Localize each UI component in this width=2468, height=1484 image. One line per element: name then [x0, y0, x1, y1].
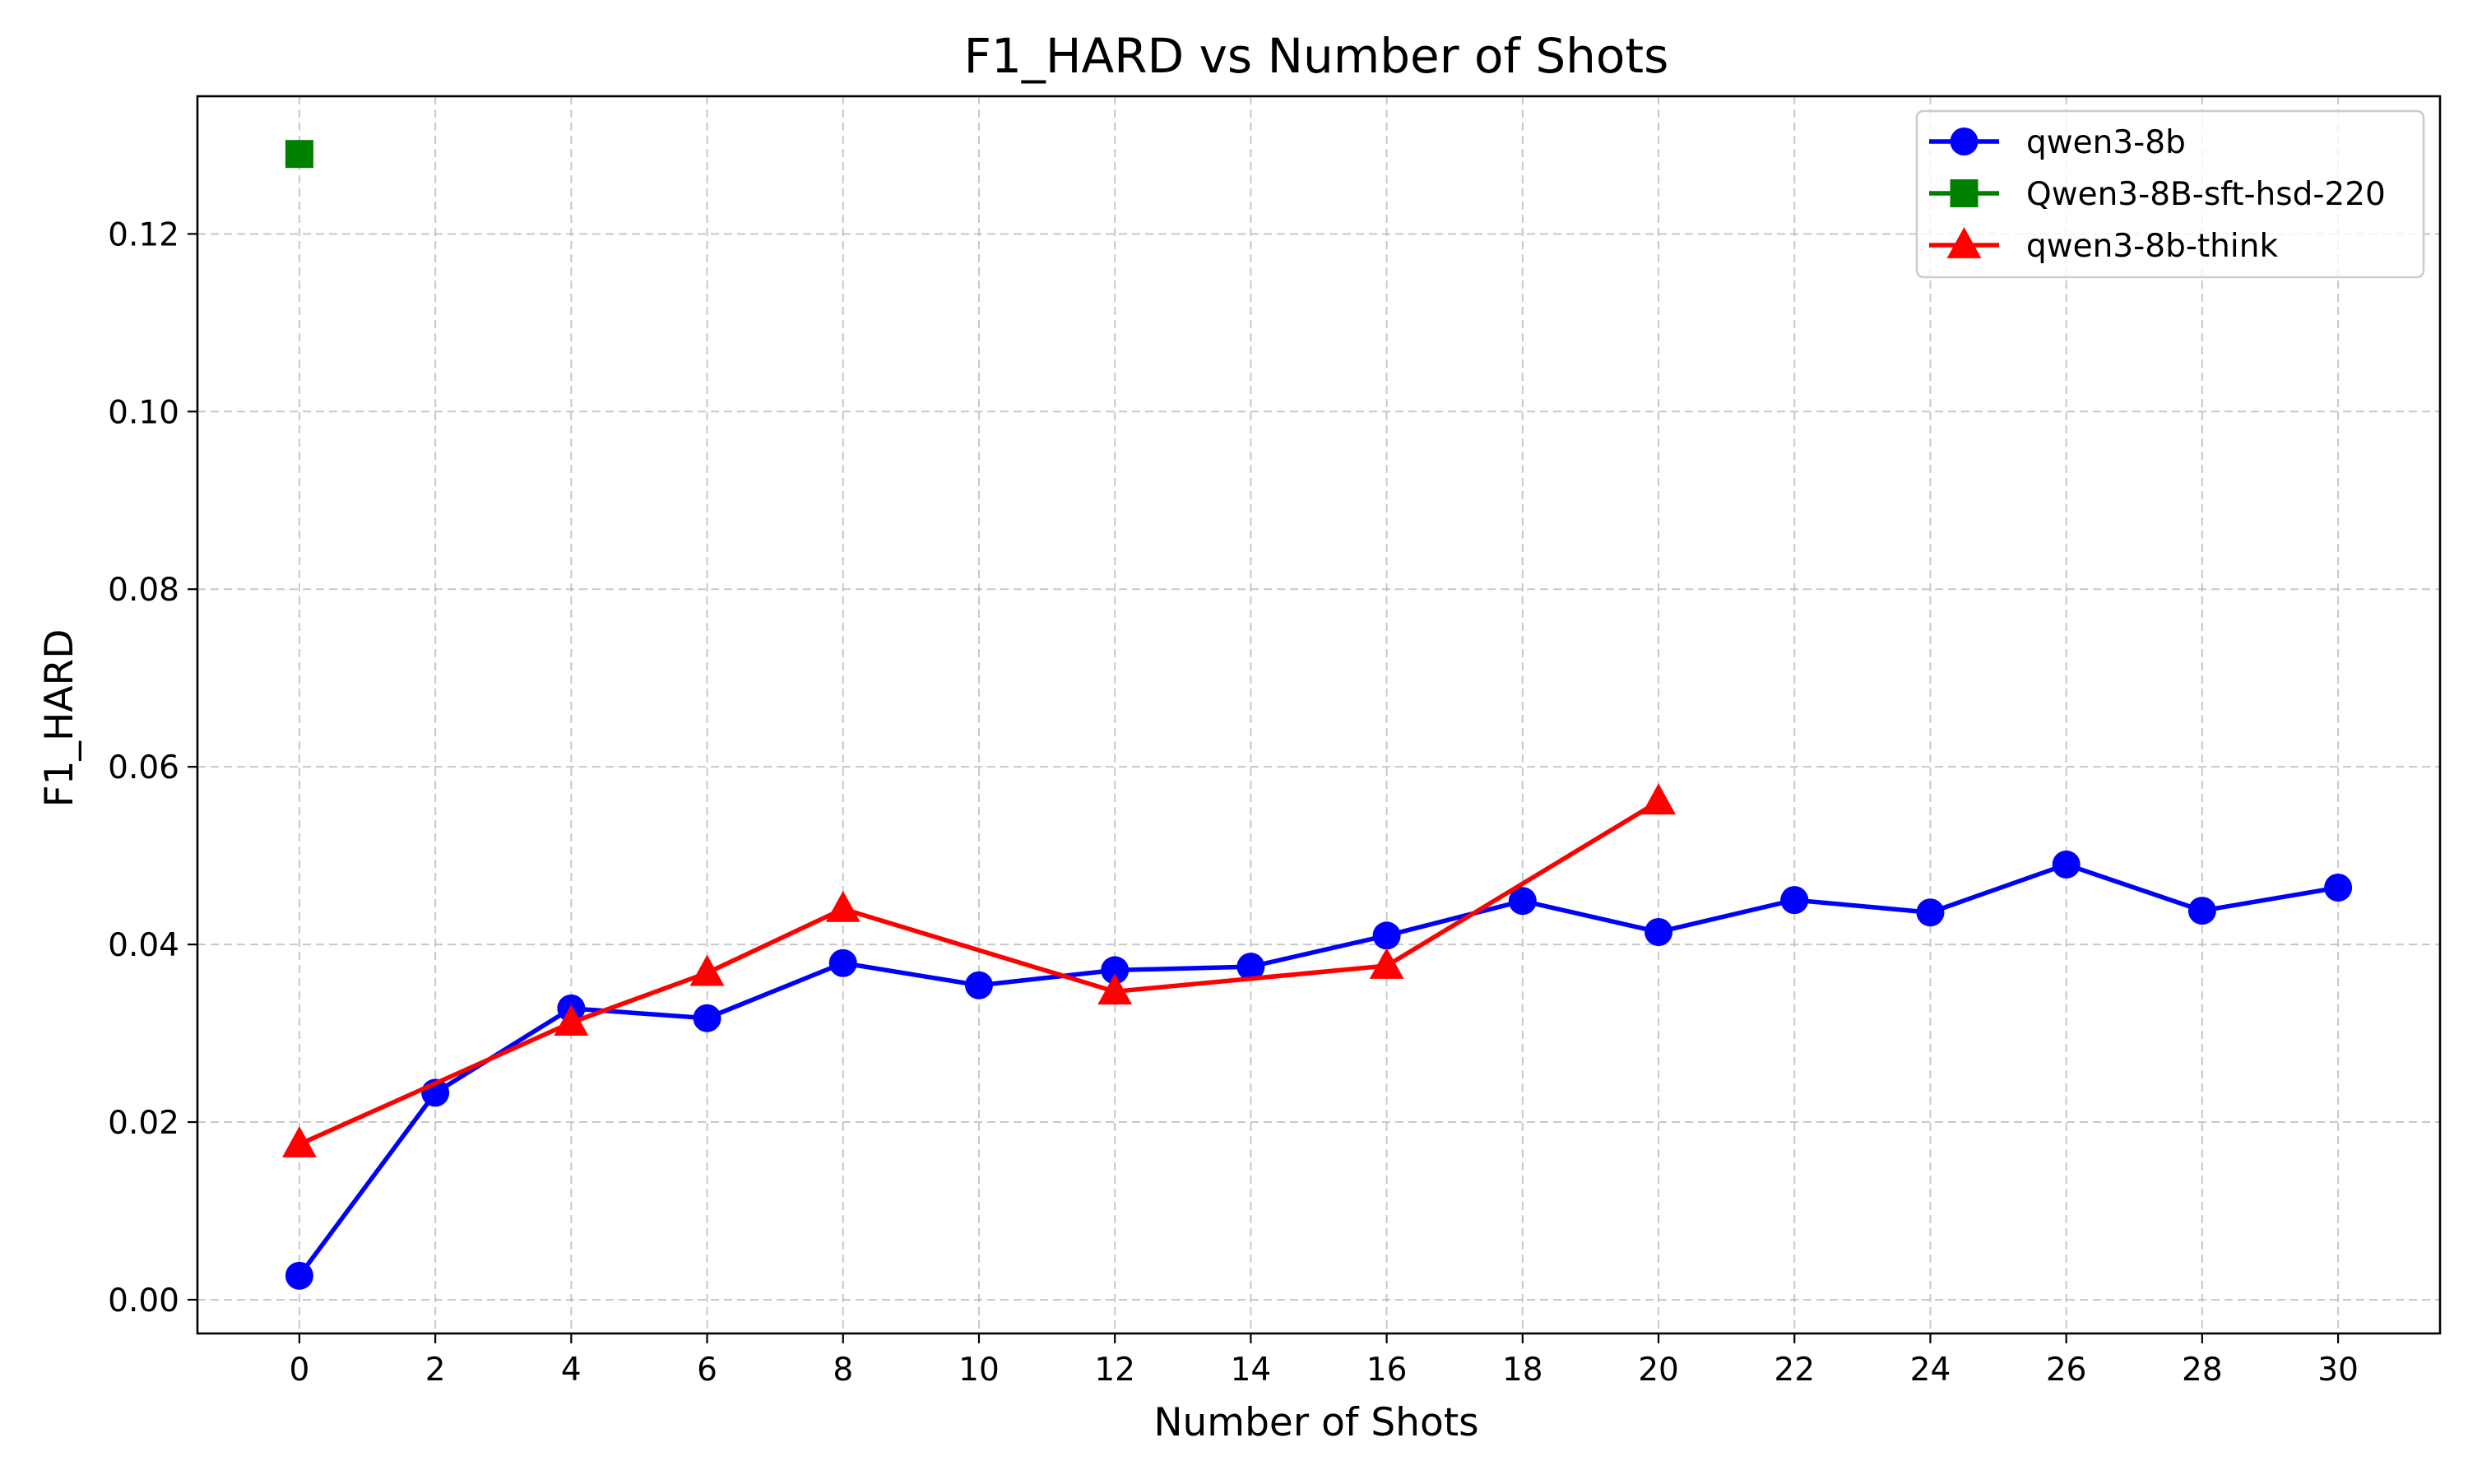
data-point-qwen3-8b-think	[282, 1126, 317, 1157]
x-tick-label: 14	[1231, 1352, 1272, 1389]
ticks: 0 2 4 6 8 10 12 14 16 18 20 22 24 26 28 300.000.020.040…	[108, 216, 2359, 1389]
grid	[197, 96, 2440, 1333]
legend-item-qwen3-8b-think: qwen3-8b-think	[1929, 227, 2278, 265]
chart-title: F1_HARD vs Number of Shots	[964, 28, 1669, 84]
data-point-qwen3-8b-sft-hsd-220	[285, 140, 313, 169]
legend-item-qwen3-8b: qwen3-8b	[1929, 124, 2186, 161]
y-tick-label: 0.08	[108, 572, 179, 609]
data-point-qwen3-8b	[1508, 887, 1537, 916]
data-point-qwen3-8b	[2187, 897, 2216, 925]
x-tick-label: 26	[2046, 1352, 2087, 1389]
x-tick-label: 18	[1502, 1352, 1543, 1389]
data-point-qwen3-8b-think	[1369, 948, 1404, 979]
legend-label: qwen3-8b-think	[2026, 228, 2278, 265]
data-point-qwen3-8b-think	[1641, 783, 1676, 815]
data-point-qwen3-8b	[1645, 917, 1673, 946]
x-tick-label: 22	[1774, 1352, 1815, 1389]
data-point-qwen3-8b	[2324, 873, 2353, 902]
legend-marker	[1950, 179, 1979, 207]
x-tick-label: 24	[1910, 1352, 1951, 1389]
x-tick-label: 20	[1638, 1352, 1679, 1389]
legend-label: qwen3-8b	[2026, 124, 2186, 161]
data-point-qwen3-8b-think	[825, 890, 861, 922]
y-tick-label: 0.02	[108, 1105, 179, 1142]
x-tick-label: 8	[833, 1352, 853, 1389]
y-axis-label: F1_HARD	[37, 629, 82, 808]
data-point-qwen3-8b	[285, 1261, 313, 1290]
legend-label: Qwen3-8B-sft-hsd-220	[2026, 176, 2386, 213]
y-tick-label: 0.00	[108, 1282, 179, 1319]
data-point-qwen3-8b	[1916, 898, 1945, 927]
data-point-qwen3-8b	[1101, 956, 1130, 985]
legend: qwen3-8b Qwen3-8B-sft-hsd-220 qwen3-8b-thi…	[1915, 109, 2425, 279]
x-tick-label: 28	[2182, 1352, 2223, 1389]
y-tick-label: 0.10	[108, 394, 179, 431]
data-point-qwen3-8b	[964, 971, 993, 999]
legend-marker	[1946, 227, 1982, 258]
x-tick-label: 16	[1366, 1352, 1408, 1389]
x-tick-label: 0	[289, 1352, 309, 1389]
data-point-qwen3-8b	[1780, 886, 1809, 915]
data-point-qwen3-8b	[1372, 921, 1401, 950]
series-qwen3-8b-think	[282, 783, 1676, 1157]
legend-item-qwen3-8b-sft-hsd-220: Qwen3-8B-sft-hsd-220	[1929, 176, 2386, 213]
series-line-qwen3-8b	[297, 862, 2339, 1278]
x-tick-label: 6	[697, 1352, 717, 1389]
x-tick-label: 2	[425, 1352, 446, 1389]
legend-marker	[1950, 128, 1979, 155]
series-layer	[282, 140, 2353, 1290]
x-tick-label: 10	[958, 1352, 1000, 1389]
y-tick-label: 0.06	[108, 749, 179, 786]
series-qwen3-8b-sft-hsd-220	[285, 140, 313, 169]
x-tick-label: 12	[1094, 1352, 1135, 1389]
data-point-qwen3-8b	[693, 1004, 721, 1032]
y-tick-label: 0.12	[108, 216, 179, 253]
data-point-qwen3-8b	[828, 948, 857, 977]
x-tick-label: 30	[2317, 1352, 2359, 1389]
plot-frame	[196, 95, 2442, 1335]
data-point-qwen3-8b	[1236, 953, 1265, 981]
x-tick-label: 4	[561, 1352, 582, 1389]
x-axis-label: Number of Shots	[1153, 1400, 1478, 1445]
data-point-qwen3-8b	[2052, 850, 2081, 879]
y-tick-label: 0.04	[108, 927, 179, 964]
data-point-qwen3-8b-think	[1097, 973, 1133, 1005]
data-point-qwen3-8b-think	[554, 1004, 589, 1036]
legend-box	[1915, 109, 2425, 279]
data-point-qwen3-8b-think	[689, 954, 725, 986]
